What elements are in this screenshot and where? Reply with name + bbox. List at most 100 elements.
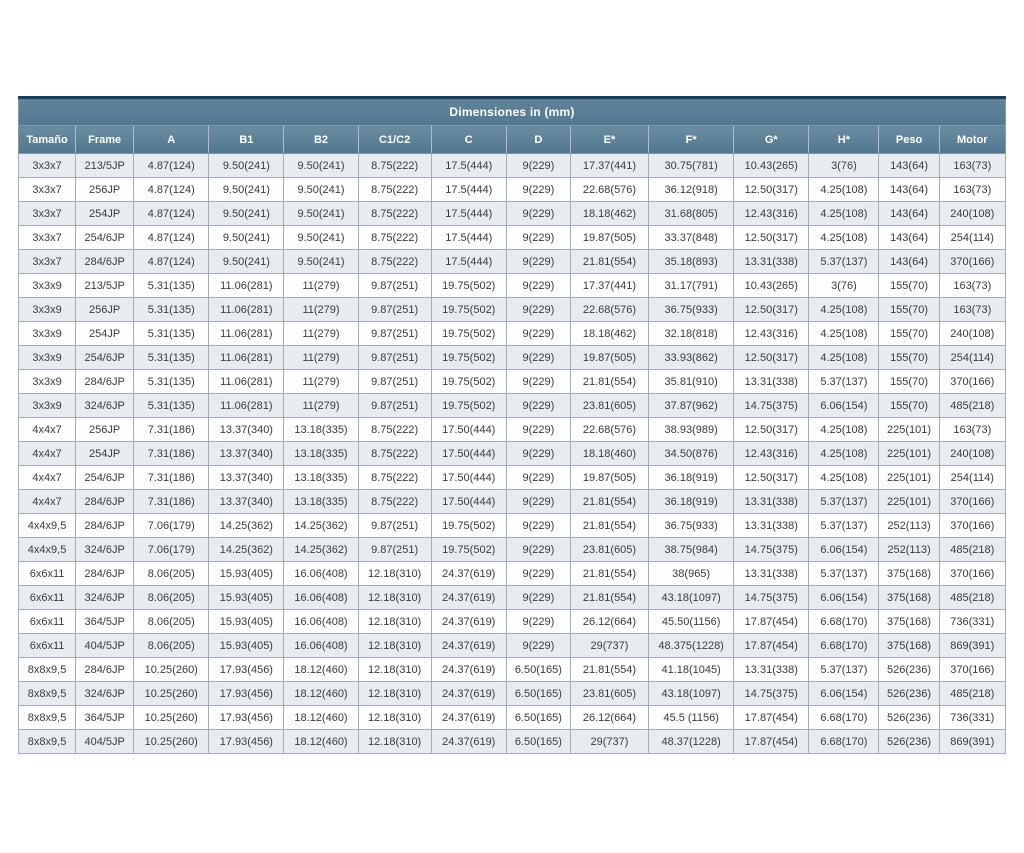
cell-b1: 15.93(405) <box>208 585 285 610</box>
cell-h: 6.06(154) <box>808 393 880 418</box>
cell-b2: 14.25(362) <box>283 513 359 538</box>
cell-a: 7.31(186) <box>133 465 210 490</box>
cell-peso: 155(70) <box>878 273 940 298</box>
cell-c: 19.75(502) <box>430 321 507 346</box>
cell-peso: 526(236) <box>878 681 940 706</box>
cell-b1: 11.06(281) <box>208 369 285 394</box>
cell-e: 19.87(505) <box>569 225 650 250</box>
cell-b2: 13.18(335) <box>283 465 359 490</box>
cell-e: 29(737) <box>569 633 650 658</box>
cell-peso: 526(236) <box>878 705 940 730</box>
cell-motor: 485(218) <box>938 537 1007 562</box>
cell-motor: 370(166) <box>938 561 1007 586</box>
cell-frame: 256JP <box>75 297 135 322</box>
cell-a: 7.31(186) <box>133 417 210 442</box>
cell-d: 9(229) <box>505 369 571 394</box>
cell-c1c2: 12.18(310) <box>357 633 432 658</box>
cell-d: 9(229) <box>505 561 571 586</box>
cell-b1: 11.06(281) <box>208 273 285 298</box>
table-row: 3x3x7 256JP 4.87(124) 9.50(241) 9.50(241) 8.7… <box>17 177 1007 202</box>
cell-g: 14.75(375) <box>733 681 810 706</box>
cell-d: 6.50(165) <box>505 705 571 730</box>
cell-frame: 213/5JP <box>75 273 135 298</box>
table-row: 8x8x9,5 404/5JP 10.25(260) 17.93(456) 18.12(… <box>17 729 1007 754</box>
cell-a: 5.31(135) <box>133 369 210 394</box>
cell-f: 36.75(933) <box>648 297 735 322</box>
cell-motor: 254(114) <box>938 465 1007 490</box>
cell-f: 36.12(918) <box>648 177 735 202</box>
cell-c1c2: 12.18(310) <box>357 561 432 586</box>
cell-motor: 485(218) <box>938 681 1007 706</box>
cell-motor: 736(331) <box>938 705 1007 730</box>
cell-frame: 364/5JP <box>75 705 135 730</box>
cell-c: 17.5(444) <box>430 153 507 178</box>
cell-tamano: 8x8x9,5 <box>17 681 77 706</box>
cell-b1: 13.37(340) <box>208 417 285 442</box>
cell-peso: 526(236) <box>878 729 940 754</box>
cell-b2: 14.25(362) <box>283 537 359 562</box>
cell-c1c2: 9.87(251) <box>357 537 432 562</box>
cell-peso: 252(113) <box>878 513 940 538</box>
cell-peso: 375(168) <box>878 561 940 586</box>
cell-c1c2: 8.75(222) <box>357 177 432 202</box>
cell-a: 10.25(260) <box>133 657 210 682</box>
cell-frame: 254/6JP <box>75 345 135 370</box>
column-header-b1: B1 <box>208 125 284 154</box>
table-row: 3x3x7 254/6JP 4.87(124) 9.50(241) 9.50(241) 8… <box>17 225 1007 250</box>
cell-c: 24.37(619) <box>430 585 507 610</box>
cell-e: 29(737) <box>569 729 650 754</box>
cell-peso: 143(64) <box>878 201 940 226</box>
cell-g: 12.50(317) <box>733 417 810 442</box>
cell-h: 4.25(108) <box>808 201 880 226</box>
cell-d: 9(229) <box>505 513 571 538</box>
cell-e: 21.81(554) <box>569 561 650 586</box>
cell-e: 23.81(605) <box>569 393 650 418</box>
cell-tamano: 4x4x9,5 <box>17 513 77 538</box>
cell-peso: 526(236) <box>878 657 940 682</box>
cell-a: 10.25(260) <box>133 729 210 754</box>
cell-motor: 163(73) <box>938 297 1007 322</box>
column-header-f: F* <box>648 125 734 154</box>
column-header-peso: Peso <box>878 125 940 154</box>
cell-frame: 364/5JP <box>75 609 135 634</box>
cell-h: 4.25(108) <box>808 321 880 346</box>
cell-tamano: 4x4x7 <box>17 465 77 490</box>
cell-d: 9(229) <box>505 273 571 298</box>
cell-c: 19.75(502) <box>430 513 507 538</box>
cell-c1c2: 9.87(251) <box>357 393 432 418</box>
cell-b2: 11(279) <box>283 345 359 370</box>
cell-b2: 18.12(460) <box>283 705 359 730</box>
cell-tamano: 3x3x7 <box>17 177 77 202</box>
cell-b2: 18.12(460) <box>283 681 359 706</box>
table-row: 3x3x9 324/6JP 5.31(135) 11.06(281) 11(279) 9.… <box>17 393 1007 418</box>
cell-motor: 370(166) <box>938 657 1007 682</box>
cell-b1: 11.06(281) <box>208 345 285 370</box>
cell-h: 4.25(108) <box>808 417 880 442</box>
cell-peso: 143(64) <box>878 249 940 274</box>
table-row: 8x8x9,5 284/6JP 10.25(260) 17.93(456) 18.12(… <box>17 657 1007 682</box>
cell-frame: 284/6JP <box>75 369 135 394</box>
cell-c: 17.5(444) <box>430 201 507 226</box>
dimensions-table-container: Dimensiones in (mm) Tamaño Frame A B1 B2 C1/C… <box>17 96 1007 754</box>
cell-b2: 18.12(460) <box>283 657 359 682</box>
table-head: Dimensiones in (mm) Tamaño Frame A B1 B2 C1/C… <box>18 97 1006 154</box>
column-header-a: A <box>133 125 209 154</box>
cell-e: 21.81(554) <box>569 249 650 274</box>
cell-c: 17.5(444) <box>430 177 507 202</box>
cell-c: 19.75(502) <box>430 369 507 394</box>
cell-d: 6.50(165) <box>505 657 571 682</box>
column-header-h: H* <box>808 125 879 154</box>
table-row: 3x3x9 284/6JP 5.31(135) 11.06(281) 11(279) 9.… <box>17 369 1007 394</box>
cell-f: 37.87(962) <box>648 393 735 418</box>
cell-c: 17.5(444) <box>430 249 507 274</box>
cell-c: 17.50(444) <box>430 465 507 490</box>
column-header-row: Tamaño Frame A B1 B2 C1/C2 C D E* F* G* H* Peso Motor <box>18 125 1006 154</box>
table-body: 3x3x7 213/5JP 4.87(124) 9.50(241) 9.50(241) 8… <box>17 153 1007 754</box>
cell-d: 9(229) <box>505 609 571 634</box>
cell-c: 19.75(502) <box>430 273 507 298</box>
cell-peso: 155(70) <box>878 297 940 322</box>
cell-f: 36.18(919) <box>648 489 735 514</box>
cell-b2: 9.50(241) <box>283 249 359 274</box>
cell-g: 17.87(454) <box>733 633 810 658</box>
cell-motor: 163(73) <box>938 153 1007 178</box>
